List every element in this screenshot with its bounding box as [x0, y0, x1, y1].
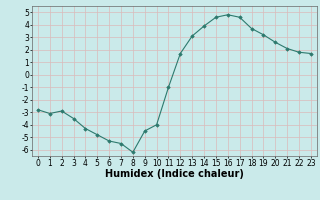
X-axis label: Humidex (Indice chaleur): Humidex (Indice chaleur): [105, 169, 244, 179]
